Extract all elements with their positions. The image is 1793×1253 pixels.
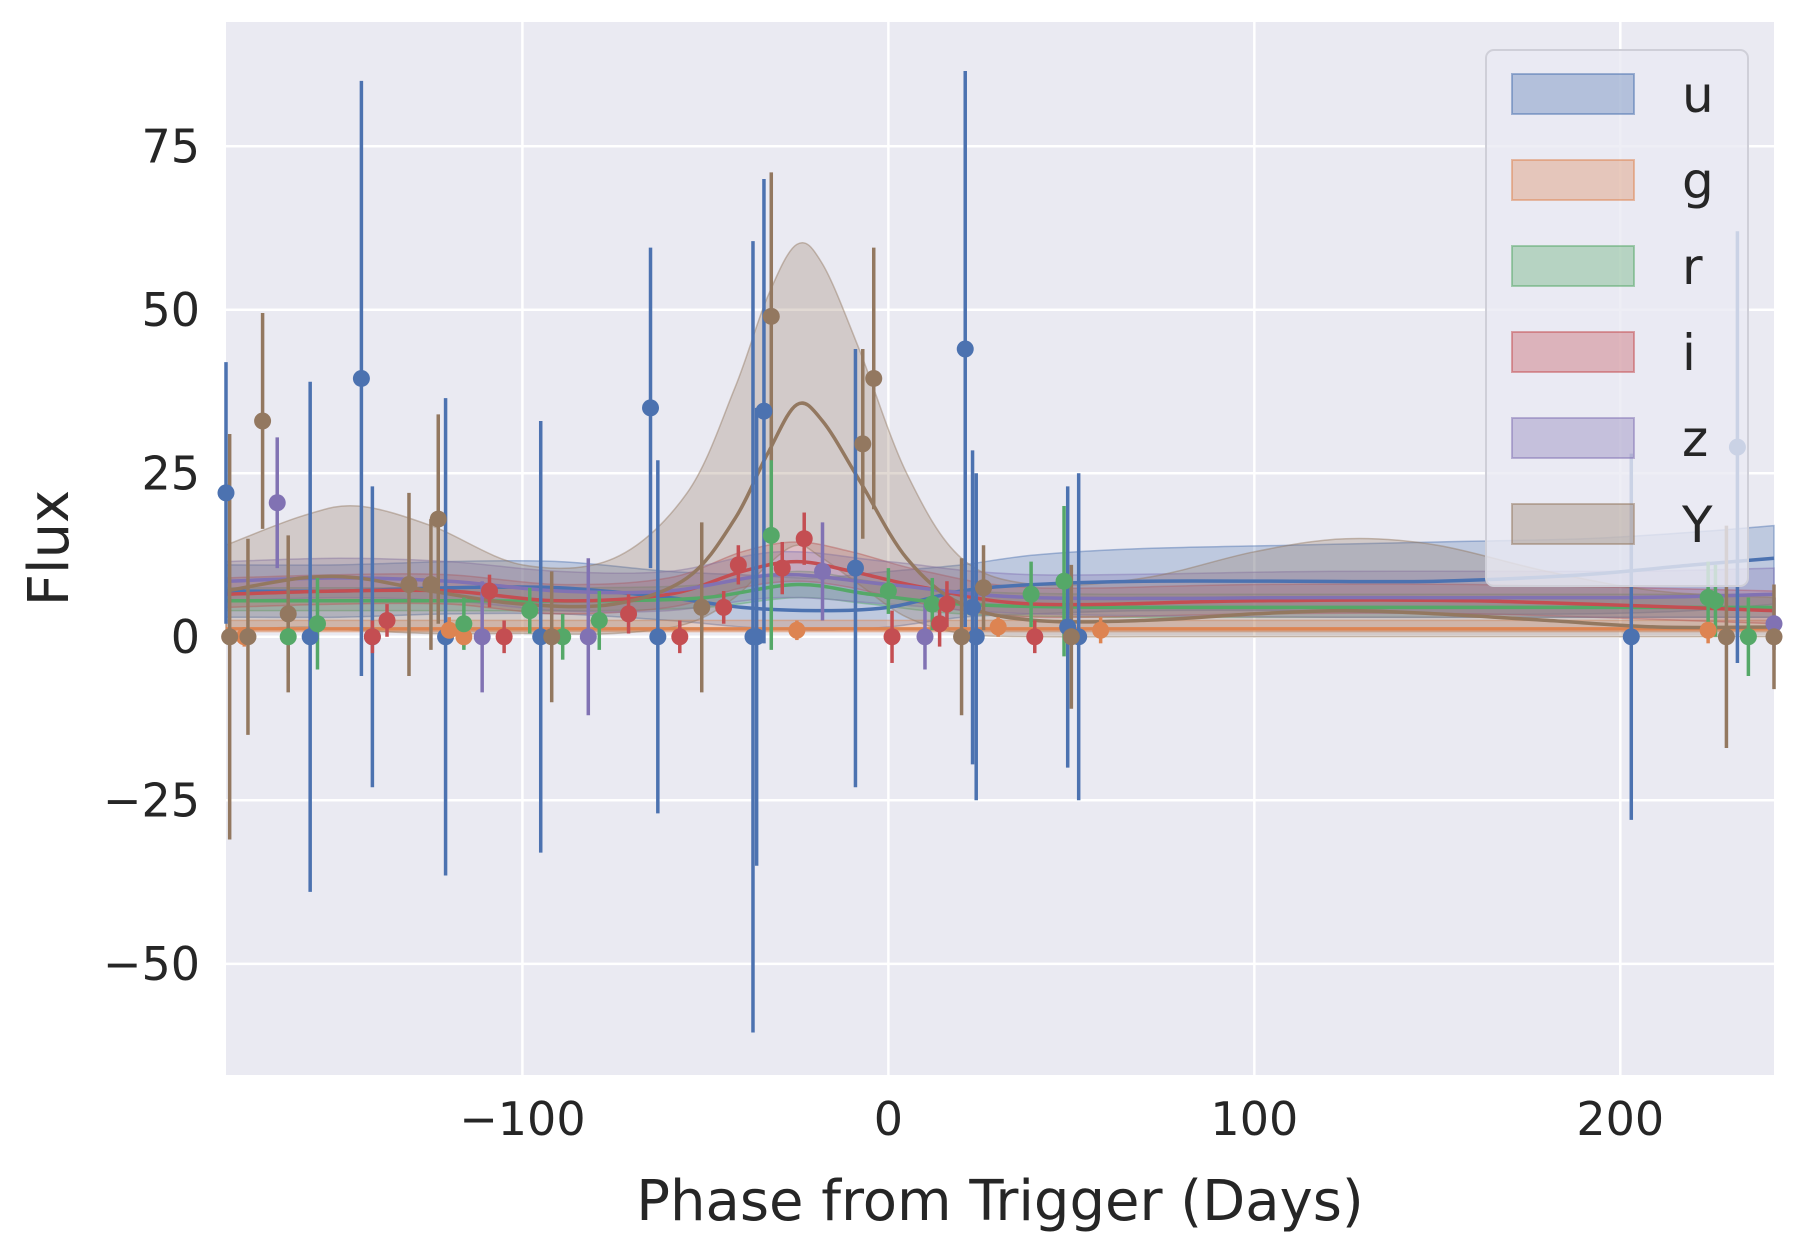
x-tick-label: 200 — [1576, 1092, 1664, 1146]
point-g — [989, 618, 1007, 636]
point-Y — [221, 628, 239, 646]
legend-swatch-r — [1511, 245, 1635, 287]
point-r — [923, 595, 941, 613]
point-r — [1739, 628, 1757, 646]
point-r — [279, 628, 297, 646]
point-i — [773, 559, 791, 577]
point-r — [521, 602, 539, 620]
point-u — [642, 399, 660, 417]
y-tick-label: 0 — [171, 610, 200, 664]
point-i — [495, 628, 513, 646]
y-tick-labels: −50 −25 0 25 50 75 — [103, 119, 200, 991]
legend-swatch-g — [1511, 159, 1635, 201]
x-tick-label: −100 — [459, 1092, 585, 1146]
point-Y — [865, 369, 883, 387]
point-u — [748, 628, 766, 646]
point-i — [883, 628, 901, 646]
legend-label-r: r — [1682, 238, 1703, 296]
point-i — [671, 628, 689, 646]
point-u — [967, 628, 985, 646]
point-z — [268, 494, 286, 512]
point-r — [1055, 572, 1073, 590]
legend-frame — [1485, 49, 1749, 587]
point-Y — [239, 628, 257, 646]
point-g — [1092, 621, 1110, 639]
point-r — [1706, 592, 1724, 610]
point-u — [846, 559, 864, 577]
legend-label-g: g — [1682, 152, 1714, 210]
point-Y — [543, 628, 561, 646]
point-i — [378, 611, 396, 629]
legend-swatch-u — [1511, 73, 1635, 115]
point-Y — [854, 435, 872, 453]
y-tick-label: 75 — [141, 119, 200, 173]
legend-swatch-i — [1511, 331, 1635, 373]
point-u — [964, 598, 982, 616]
point-Y — [254, 412, 272, 430]
point-g — [440, 621, 458, 639]
point-z — [579, 628, 597, 646]
point-Y — [422, 575, 440, 593]
point-g — [455, 628, 473, 646]
data-points — [217, 307, 1783, 646]
point-Y — [1765, 628, 1783, 646]
point-i — [1026, 628, 1044, 646]
point-i — [363, 628, 381, 646]
legend-label-u: u — [1682, 66, 1714, 124]
point-g — [788, 621, 806, 639]
curve-i — [225, 559, 1775, 613]
point-r — [590, 611, 608, 629]
x-tick-labels: −100 0 100 200 — [459, 1092, 1664, 1146]
legend-label-z: z — [1682, 410, 1708, 468]
point-Y — [1717, 628, 1735, 646]
y-axis-title: Flux — [17, 490, 82, 606]
point-i — [480, 582, 498, 600]
point-Y — [429, 510, 447, 528]
x-tick-label: 0 — [874, 1092, 903, 1146]
legend-label-i: i — [1682, 324, 1696, 382]
point-u — [649, 628, 667, 646]
point-Y — [279, 605, 297, 623]
point-i — [715, 598, 733, 616]
x-axis-title: Phase from Trigger (Days) — [636, 1169, 1364, 1234]
y-tick-label: −25 — [103, 773, 200, 827]
point-r — [455, 615, 473, 633]
y-tick-label: 25 — [141, 446, 200, 500]
point-Y — [693, 598, 711, 616]
point-r — [1022, 585, 1040, 603]
point-i — [795, 530, 813, 548]
point-i — [938, 595, 956, 613]
point-g — [1699, 621, 1717, 639]
point-u — [301, 628, 319, 646]
point-u — [217, 484, 235, 502]
point-r — [308, 615, 326, 633]
point-z — [814, 562, 832, 580]
point-u — [956, 340, 974, 358]
point-Y — [762, 307, 780, 325]
point-i — [620, 605, 638, 623]
y-tick-label: −50 — [103, 937, 200, 991]
point-i — [931, 615, 949, 633]
point-r — [762, 526, 780, 544]
point-z — [473, 628, 491, 646]
point-Y — [400, 575, 418, 593]
point-Y — [1062, 628, 1080, 646]
point-z — [1765, 615, 1783, 633]
point-u — [1622, 628, 1640, 646]
point-Y — [975, 579, 993, 597]
point-i — [729, 556, 747, 574]
y-tick-label: 50 — [141, 283, 200, 337]
x-tick-label: 100 — [1210, 1092, 1298, 1146]
point-z — [916, 628, 934, 646]
point-u — [755, 402, 773, 420]
legend-swatch-Y — [1511, 503, 1635, 545]
point-u — [352, 369, 370, 387]
legend-label-Y: Y — [1681, 496, 1713, 554]
point-r — [879, 582, 897, 600]
point-Y — [953, 628, 971, 646]
legend-swatch-z — [1511, 417, 1635, 459]
